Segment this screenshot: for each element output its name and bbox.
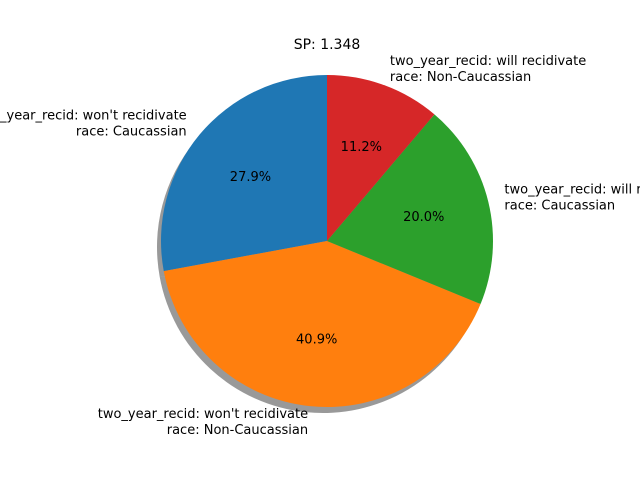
pie-percent-label: 11.2% bbox=[341, 140, 382, 155]
pie-slices bbox=[161, 75, 493, 407]
pie-percent-labels: 27.9% 40.9% 20.0% 11.2% bbox=[230, 140, 445, 348]
pie-slice bbox=[161, 75, 327, 272]
pie-slice bbox=[327, 75, 435, 241]
pie-slice-label-line1: two_year_recid: won't recidivate bbox=[0, 109, 187, 124]
pie-slice-label: two_year_recid: will recidivate race: Non… bbox=[390, 54, 586, 85]
pie-percent-label: 20.0% bbox=[403, 210, 444, 225]
pie-slice-label-line1: two_year_recid: won't recidivate bbox=[98, 407, 308, 422]
pie-slice bbox=[327, 114, 493, 305]
pie-slice-label-line2: race: Non-Caucassian bbox=[390, 70, 531, 85]
pie-slice-label-line1: two_year_recid: will recidivate bbox=[390, 54, 586, 69]
pie-slice-label-line2: race: Non-Caucassian bbox=[167, 423, 308, 438]
pie-slice-label-line2: race: Caucassian bbox=[504, 198, 615, 213]
pie-percent-label: 40.9% bbox=[296, 333, 337, 348]
pie-slice-label-line2: race: Caucassian bbox=[76, 125, 187, 140]
pie-slice-label-line1: two_year_recid: will recidivate bbox=[504, 182, 640, 197]
pie-slice bbox=[163, 241, 481, 407]
chart-title: SP: 1.348 bbox=[294, 37, 361, 53]
pie-slice-label: two_year_recid: won't recidivate race: No… bbox=[98, 407, 308, 438]
pie-percent-label: 27.9% bbox=[230, 170, 271, 185]
